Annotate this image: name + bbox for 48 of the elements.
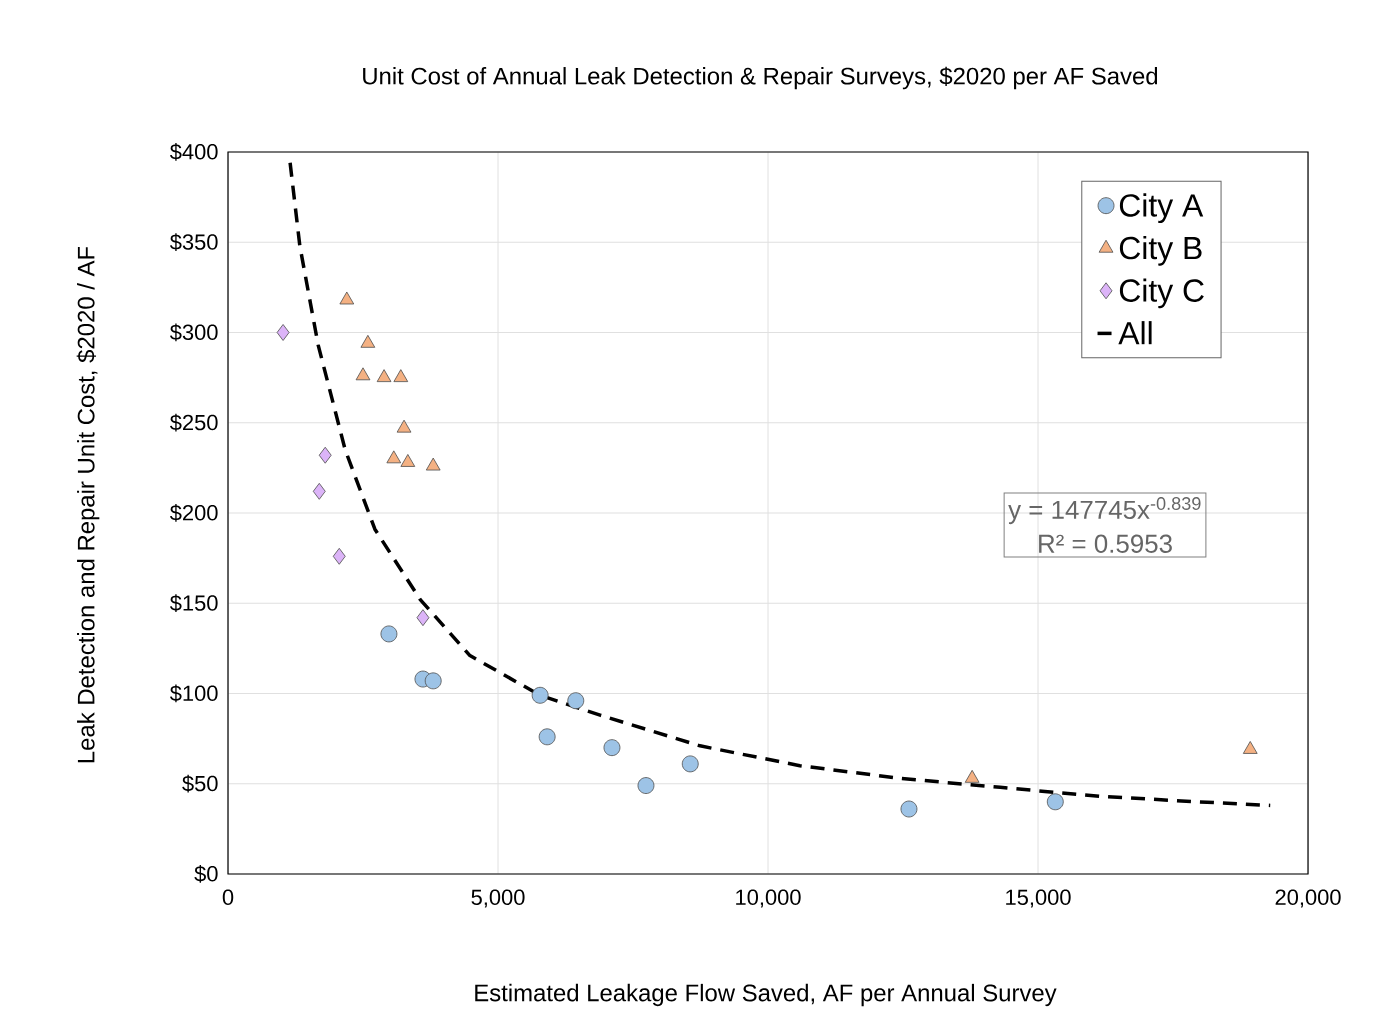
x-tick-label: 20,000: [1275, 889, 1341, 908]
point: [339, 291, 355, 305]
y-tick-label: $250: [169, 413, 218, 432]
y-tick-label: $300: [169, 323, 218, 342]
point: [416, 609, 430, 627]
point: [332, 547, 346, 565]
line-series: [288, 161, 1272, 808]
x-tick-label: 0: [222, 889, 234, 906]
point: [567, 692, 585, 710]
point: [603, 739, 621, 757]
annotation: R² = 0.5953: [1039, 534, 1172, 553]
point: [386, 450, 402, 464]
point: [360, 334, 376, 348]
point: [531, 686, 549, 704]
y-tick-label: $200: [169, 504, 218, 522]
x-tick-label: 15,000: [1006, 889, 1071, 908]
x-axis-title: Estimated Leakage Flow Saved, AF per Annual Survey: [475, 983, 1057, 1007]
point: [538, 728, 556, 746]
y-tick-label: $350: [169, 233, 218, 252]
point: [276, 324, 290, 341]
point: [900, 800, 918, 818]
point: [393, 369, 409, 383]
legend-label: City B: [1119, 235, 1202, 266]
point: [380, 625, 398, 643]
y-tick-label: $150: [169, 594, 218, 613]
y-tick-label: $100: [169, 684, 218, 703]
point: [318, 446, 332, 464]
chart-title: Unit Cost of Annual Leak Detection & Repair Surveys, $2020 per AF Saved: [363, 66, 1158, 90]
point: [637, 777, 655, 794]
point: [1046, 793, 1064, 811]
legend-label: City A: [1119, 193, 1204, 224]
point: [681, 755, 699, 773]
point: [312, 482, 326, 500]
point: [425, 457, 441, 471]
legend-label: City C: [1119, 278, 1204, 309]
x-tick-label: 10,000: [736, 889, 801, 908]
point: [376, 369, 392, 383]
point: [400, 454, 416, 467]
y-tick-label: $50: [182, 774, 218, 793]
point: [424, 672, 442, 690]
annotation: y = 147745x$^{-0.839}$: [1008, 497, 1201, 525]
legend-label: All: [1118, 321, 1152, 345]
point: [355, 367, 371, 381]
y-axis-title: Leak Detection and Repair Unit Cost, $2020 / AF: [76, 246, 100, 763]
x-tick-label: 5,000: [471, 889, 525, 908]
y-tick-label: $0: [194, 865, 218, 883]
y-tick-label: $400: [169, 143, 218, 161]
point: [396, 419, 412, 433]
